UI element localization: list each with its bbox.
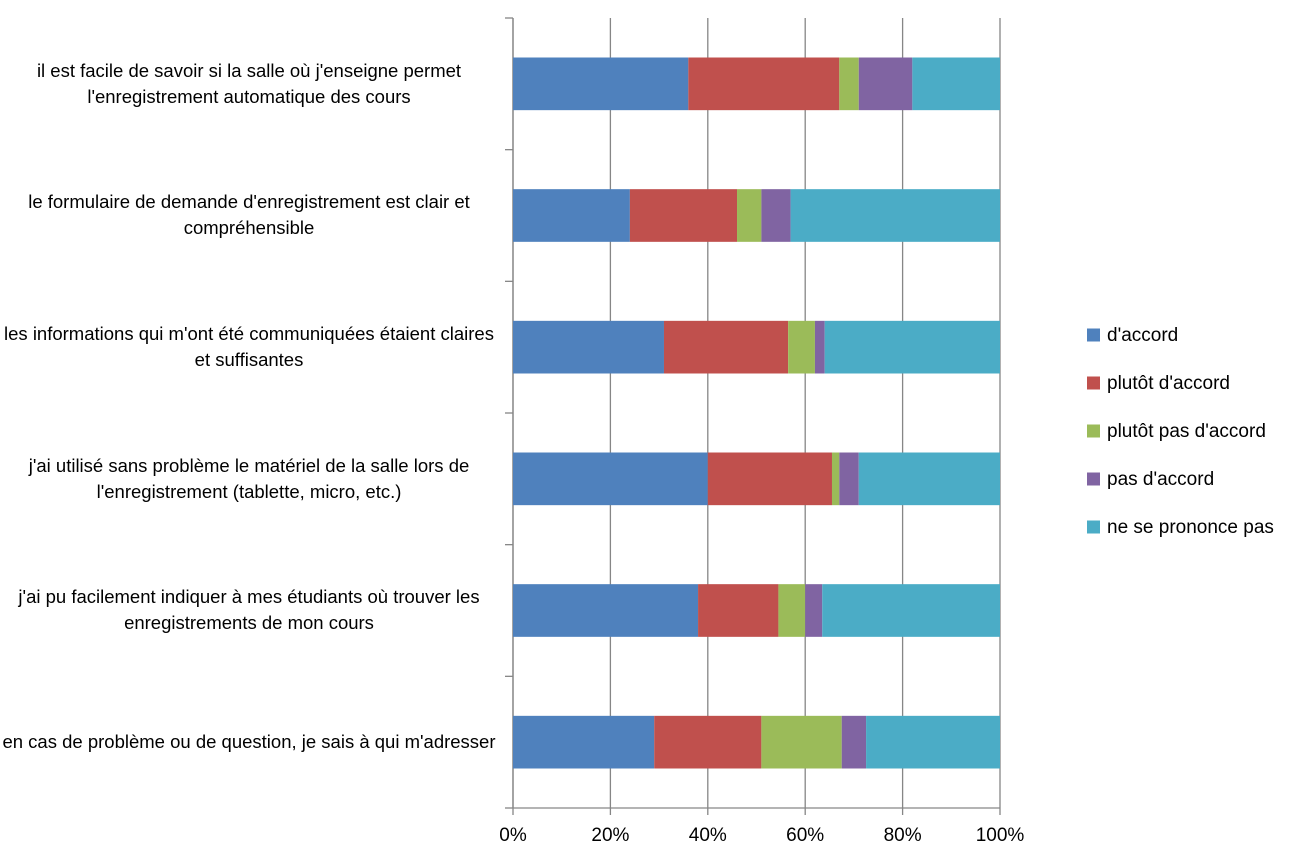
legend-swatch [1087, 376, 1100, 390]
bar-segment [790, 189, 1000, 242]
x-tick-label: 80% [884, 825, 922, 846]
x-tick-label: 0% [499, 825, 527, 846]
bar-segment [513, 320, 664, 374]
bar-segment [841, 715, 867, 769]
y-tick-label: j'ai utilisé sans problème le matériel d… [28, 454, 470, 502]
x-tick-label: 60% [786, 825, 824, 846]
bar-segment [654, 715, 762, 769]
bar-segment [513, 584, 699, 637]
bar-segment [688, 57, 840, 111]
bar-segment [858, 57, 913, 111]
bar-segment [513, 57, 689, 111]
y-tick-label: le formulaire de demande d'enregistremen… [28, 191, 470, 239]
legend-swatch [1087, 520, 1100, 534]
bar-segment [761, 189, 791, 242]
x-tick-label: 100% [976, 825, 1025, 846]
legend-label: d'accord [1107, 325, 1178, 346]
y-tick-label: il est facile de savoir si la salle où j… [36, 59, 462, 107]
bar-segment [866, 715, 1000, 769]
bar-segment [814, 320, 825, 374]
bar-segment [831, 452, 840, 506]
legend-swatch [1087, 328, 1100, 342]
legend-label: plutôt d'accord [1107, 373, 1230, 394]
bar-segment [839, 452, 859, 506]
x-tick-label: 40% [689, 825, 727, 846]
legend-label: plutôt pas d'accord [1107, 421, 1266, 442]
bar-segment [513, 452, 708, 506]
legend-swatch [1087, 424, 1100, 438]
legend-swatch [1087, 472, 1100, 486]
legend-label: ne se prononce pas [1107, 517, 1274, 538]
bar-segment [707, 452, 832, 506]
bar-segment [839, 57, 859, 111]
legend-label: pas d'accord [1107, 469, 1214, 490]
y-tick-label: j'ai pu facilement indiquer à mes étudia… [18, 586, 480, 634]
bar-segment [698, 584, 779, 637]
bar-segment [629, 189, 738, 242]
bar-segment [805, 584, 823, 637]
bar-segment [824, 320, 1000, 374]
bar-segment [513, 715, 655, 769]
bar-segment [822, 584, 1000, 637]
bar-segment [737, 189, 762, 242]
y-tick-label: les informations qui m'ont été communiqu… [4, 323, 494, 371]
x-tick-label: 20% [591, 825, 629, 846]
bar-segment [778, 584, 806, 637]
bar-segment [761, 715, 842, 769]
y-tick-label: en cas de problème ou de question, je sa… [2, 731, 496, 753]
bar-segment [663, 320, 789, 374]
bar-segment [788, 320, 815, 374]
bar-segment [858, 452, 1000, 506]
bar-segment [513, 189, 630, 242]
bar-segment [912, 57, 1000, 111]
